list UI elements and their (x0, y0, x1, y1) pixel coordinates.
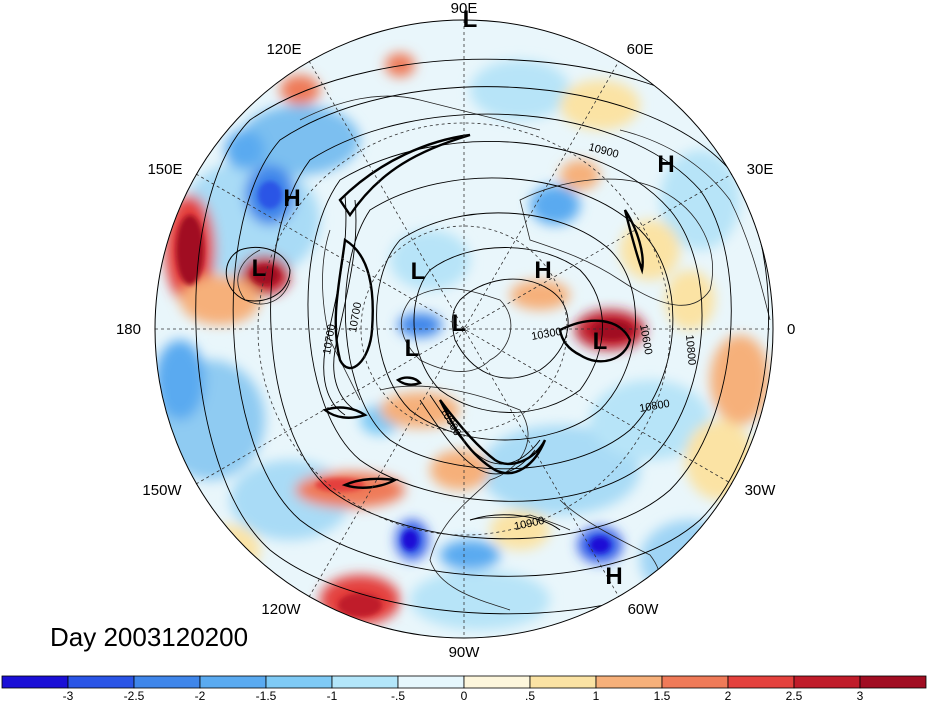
colorbar-tick-label: -1 (327, 689, 338, 702)
lon-label-30e: 30E (747, 161, 774, 178)
contour-label: 10800 (638, 398, 670, 415)
colorbar-swatch (529, 675, 597, 689)
contour-label: 10700 (347, 301, 364, 333)
low-center-marker: L (411, 258, 426, 285)
colorbar: -3 -2.5 -2 -1.5 -1 -.5 0 .5 1 1.5 2 2.5 3 (1, 675, 927, 702)
colorbar-swatch (397, 675, 465, 689)
colorbar-tick-label: 2.5 (786, 689, 803, 702)
colorbar-tick-label: 0 (461, 689, 468, 702)
colorbar-swatch (67, 675, 135, 689)
contour-label: 10600 (637, 323, 654, 355)
colorbar-swatch (727, 675, 795, 689)
contour-labels: 10900 10600 10800 10800 10300 10700 1070… (321, 141, 697, 533)
map-boundary (154, 19, 774, 639)
outer-contours (225, 246, 561, 531)
colorbar-swatch (463, 675, 531, 689)
colorbar-tick-label: -2.5 (124, 689, 145, 702)
graticule (155, 20, 773, 638)
low-center-marker: L (593, 328, 608, 355)
day-label: Day 2003120200 (50, 622, 248, 652)
low-center-marker: L (463, 6, 478, 33)
lon-label-120e: 120E (266, 41, 301, 58)
high-center-marker: H (283, 185, 300, 212)
pressure-centers: H H H H L L L L L L (252, 6, 675, 590)
contour-label: 10700 (321, 323, 338, 355)
colorbar-swatch (199, 675, 267, 689)
colorbar-tick-label: -1.5 (256, 689, 277, 702)
colorbar-swatch (1, 675, 69, 689)
lon-label-120w: 120W (261, 601, 301, 618)
coastlines (237, 95, 771, 631)
lon-label-0: 0 (787, 321, 795, 338)
colorbar-swatch (859, 675, 927, 689)
colorbar-tick-label: -2 (195, 689, 206, 702)
contour-label: 10300 (530, 326, 562, 343)
lon-label-150e: 150E (147, 161, 182, 178)
colorbar-tick-label: -.5 (391, 689, 405, 702)
low-center-marker: L (452, 310, 467, 337)
lon-label-180: 180 (116, 321, 141, 338)
lon-label-150w: 150W (142, 482, 182, 499)
colorbar-tick-label: 1 (593, 689, 600, 702)
colorbar-swatch (265, 675, 333, 689)
colorbar-swatch (595, 675, 663, 689)
lon-label-30w: 30W (745, 482, 777, 499)
high-center-marker: H (534, 257, 551, 284)
low-center-marker: L (405, 335, 420, 362)
colorbar-swatch (331, 675, 399, 689)
lon-label-60e: 60E (627, 41, 654, 58)
colorbar-tick-label: 1.5 (654, 689, 671, 702)
colorbar-tick-label: -3 (63, 689, 74, 702)
lon-label-90e: 90E (451, 0, 478, 17)
colorbar-tick-label: 2 (725, 689, 732, 702)
contour-label: 10800 (683, 334, 698, 366)
jet-streaks (322, 133, 644, 489)
lon-label-90w: 90W (449, 644, 481, 661)
colorbar-swatch (661, 675, 729, 689)
colorbar-tick-label: 3 (857, 689, 864, 702)
colorbar-tick-label: .5 (525, 689, 535, 702)
lon-label-60w: 60W (628, 601, 660, 618)
colorbar-swatch (133, 675, 201, 689)
longitude-labels: 90E 60E 30E 0 30W 60W 90W 120W 150W 180 … (116, 0, 795, 661)
high-center-marker: H (605, 563, 622, 590)
colorbar-swatch (793, 675, 861, 689)
high-center-marker: H (657, 151, 674, 178)
low-center-marker: L (252, 255, 267, 282)
